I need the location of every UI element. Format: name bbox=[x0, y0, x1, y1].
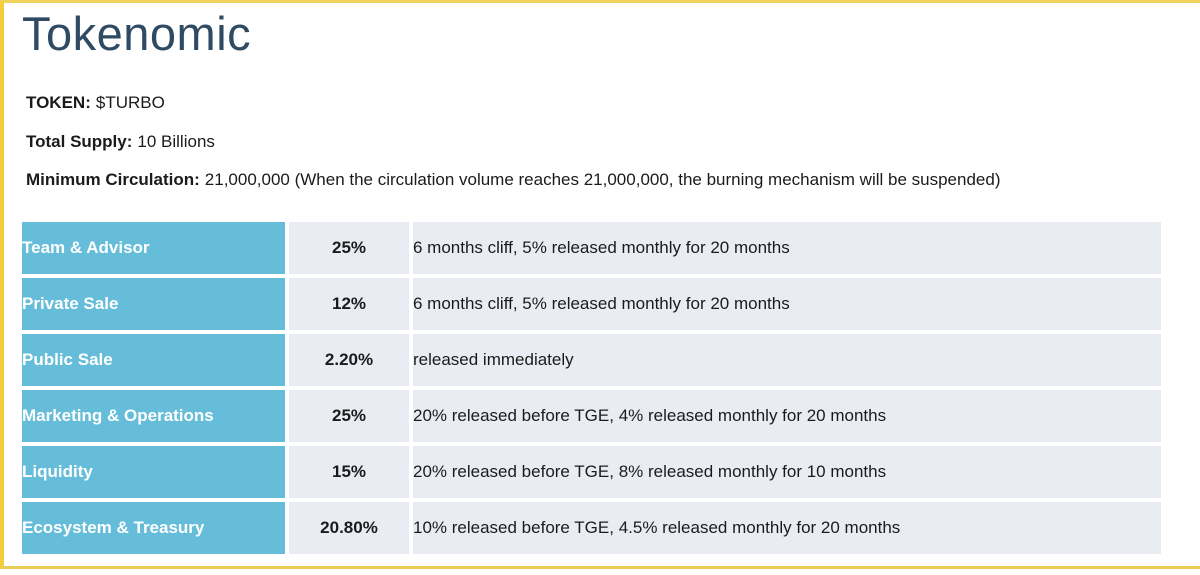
total-supply-line: Total Supply: 10 Billions bbox=[26, 132, 215, 152]
minimum-circulation-value: 21,000,000 (When the circulation volume … bbox=[204, 170, 1001, 189]
allocation-cell: Team & Advisor bbox=[22, 222, 285, 274]
percent-cell: 25% bbox=[289, 390, 409, 442]
vesting-cell: 20% released before TGE, 4% released mon… bbox=[413, 390, 1161, 442]
allocation-cell: Ecosystem & Treasury bbox=[22, 502, 285, 554]
minimum-circulation-label: Minimum Circulation: bbox=[26, 170, 200, 189]
percent-cell: 20.80% bbox=[289, 502, 409, 554]
table-row: Liquidity 15% 20% released before TGE, 8… bbox=[22, 446, 1161, 498]
percent-cell: 25% bbox=[289, 222, 409, 274]
minimum-circulation-line: Minimum Circulation: 21,000,000 (When the… bbox=[26, 170, 1001, 190]
token-line: TOKEN: $TURBO bbox=[26, 93, 165, 113]
total-supply-label: Total Supply: bbox=[26, 132, 133, 151]
vesting-cell: 6 months cliff, 5% released monthly for … bbox=[413, 278, 1161, 330]
vesting-cell: 20% released before TGE, 8% released mon… bbox=[413, 446, 1161, 498]
table-row: Ecosystem & Treasury 20.80% 10% released… bbox=[22, 502, 1161, 554]
percent-cell: 2.20% bbox=[289, 334, 409, 386]
token-value: $TURBO bbox=[95, 93, 165, 112]
tokenomics-table: Team & Advisor 25% 6 months cliff, 5% re… bbox=[18, 218, 1165, 558]
page-title: Tokenomic bbox=[22, 7, 252, 60]
token-label: TOKEN: bbox=[26, 93, 91, 112]
total-supply-value: 10 Billions bbox=[137, 132, 215, 151]
vesting-cell: 6 months cliff, 5% released monthly for … bbox=[413, 222, 1161, 274]
table-row: Marketing & Operations 25% 20% released … bbox=[22, 390, 1161, 442]
vesting-cell: released immediately bbox=[413, 334, 1161, 386]
percent-cell: 15% bbox=[289, 446, 409, 498]
table-row: Public Sale 2.20% released immediately bbox=[22, 334, 1161, 386]
allocation-cell: Private Sale bbox=[22, 278, 285, 330]
table-row: Private Sale 12% 6 months cliff, 5% rele… bbox=[22, 278, 1161, 330]
vesting-cell: 10% released before TGE, 4.5% released m… bbox=[413, 502, 1161, 554]
table-row: Team & Advisor 25% 6 months cliff, 5% re… bbox=[22, 222, 1161, 274]
allocation-cell: Liquidity bbox=[22, 446, 285, 498]
percent-cell: 12% bbox=[289, 278, 409, 330]
allocation-cell: Marketing & Operations bbox=[22, 390, 285, 442]
allocation-cell: Public Sale bbox=[22, 334, 285, 386]
